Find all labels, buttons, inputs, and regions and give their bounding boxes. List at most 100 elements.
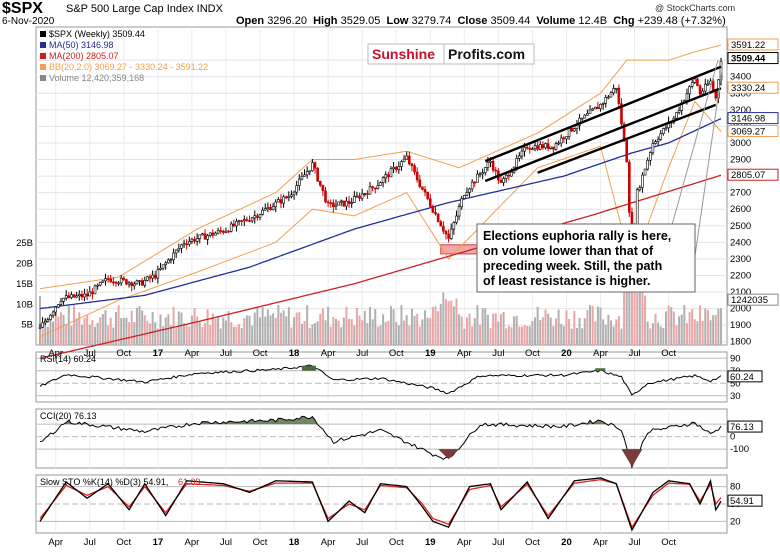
candle-body — [138, 280, 141, 282]
candle-body — [334, 204, 338, 207]
volume-bar — [175, 328, 178, 345]
volume-bar — [167, 314, 170, 345]
price-right-tag-box — [727, 112, 779, 125]
candle-body — [292, 191, 296, 196]
volume-bar — [83, 317, 86, 345]
change-label: Chg — [613, 15, 635, 27]
x-axis-label: 20 — [561, 348, 572, 359]
volume-bar — [709, 320, 712, 345]
volume-bar — [421, 319, 424, 345]
cci-oversold-fill — [621, 449, 643, 467]
volume-bar — [628, 290, 631, 345]
volume-bar — [272, 313, 275, 345]
volume-bar — [494, 313, 497, 345]
candle-body — [253, 215, 257, 219]
cci-current-tag — [727, 420, 763, 433]
price-right-tag-box — [727, 52, 779, 65]
volume-bar — [554, 318, 557, 345]
volume-bar — [439, 303, 442, 345]
x-axis-label: Jul — [356, 537, 368, 548]
candle-body — [434, 212, 437, 215]
price-right-tag-label: 1242035 — [731, 295, 768, 306]
volume-bar — [230, 322, 233, 345]
candle-body — [243, 219, 246, 222]
candle-body — [329, 202, 333, 205]
price-axis-tick: 2100 — [730, 287, 751, 298]
x-axis-label: Oct — [525, 348, 540, 359]
volume-bar — [437, 311, 440, 345]
volume-bar — [712, 315, 715, 345]
volume-bar — [120, 317, 123, 345]
candle-body — [638, 187, 642, 191]
candle-body — [59, 301, 63, 305]
candle-body — [98, 281, 102, 286]
volume-axis-tick: 15B — [16, 279, 33, 290]
candle-body — [523, 146, 526, 152]
open-value: 3296.20 — [267, 15, 307, 27]
candle-body — [646, 160, 649, 170]
volume-bar — [49, 314, 52, 345]
candle-body — [54, 306, 58, 313]
sto-current-tag — [727, 494, 763, 507]
candle-body — [394, 166, 398, 170]
volume-bar — [397, 325, 400, 345]
candle-body — [93, 285, 97, 295]
volume-bar — [518, 326, 521, 345]
volume-bar — [651, 323, 654, 345]
volume-bar — [149, 323, 152, 345]
candle-body — [536, 145, 539, 150]
candle-body — [167, 259, 170, 264]
annotation-line: on volume lower than that of — [483, 244, 654, 258]
volume-bar — [607, 314, 610, 345]
volume-bar — [319, 314, 322, 345]
x-axis-label: 18 — [289, 348, 300, 359]
candle-body — [583, 114, 587, 119]
volume-bar — [452, 306, 455, 345]
volume-bar — [539, 319, 542, 345]
volume-bar — [350, 319, 353, 345]
candle-body — [641, 174, 644, 188]
price-right-tag-box — [727, 38, 779, 51]
legend-entry: MA(200) 2805.07 — [49, 51, 119, 61]
volume-label: Volume — [536, 15, 576, 27]
candle-body — [172, 252, 175, 261]
candle-body — [478, 173, 482, 176]
volume-bar — [644, 295, 647, 345]
candle-body — [559, 137, 563, 144]
volume-bar — [363, 310, 366, 345]
volume-bar — [211, 313, 214, 345]
volume-bar — [450, 300, 453, 345]
x-axis-label: Oct — [253, 537, 268, 548]
candle-body — [431, 206, 435, 213]
volume-bar — [405, 315, 408, 345]
price-axis-tick: 1900 — [730, 320, 751, 331]
candle-body — [711, 80, 715, 91]
volume-bar — [458, 314, 461, 345]
volume-bar — [185, 324, 188, 345]
legend-swatch — [40, 75, 46, 81]
candle-body — [392, 166, 395, 170]
sto-legend-k: Slow STO %K(14) %D(3) 54.91, — [40, 477, 168, 487]
volume-bar — [596, 306, 599, 345]
volume-bar — [376, 326, 379, 345]
candle-body — [64, 295, 68, 299]
price-right-tag: 3069.27 — [727, 124, 779, 137]
volume-bar — [217, 317, 220, 345]
candle-body — [161, 264, 165, 269]
candle-body — [208, 232, 212, 236]
candle-body — [596, 106, 600, 110]
volume-bar — [691, 309, 694, 345]
volume-bar — [196, 316, 199, 345]
legend-entry: $SPX (Weekly) 3509.44 — [49, 29, 145, 39]
candle-body — [586, 113, 589, 116]
volume-bar — [389, 306, 392, 345]
sto-axis-tick: 20 — [730, 516, 741, 527]
candle-body — [588, 109, 592, 114]
sto-current-label: 54.91 — [730, 496, 754, 507]
legend-entry: Volume 12,420,359,168 — [49, 73, 144, 83]
volume-bar — [429, 317, 432, 345]
volume-bar — [306, 305, 309, 345]
candle-body — [345, 200, 348, 207]
price-axis-tick: 1800 — [730, 337, 751, 348]
candle-body — [67, 295, 71, 298]
